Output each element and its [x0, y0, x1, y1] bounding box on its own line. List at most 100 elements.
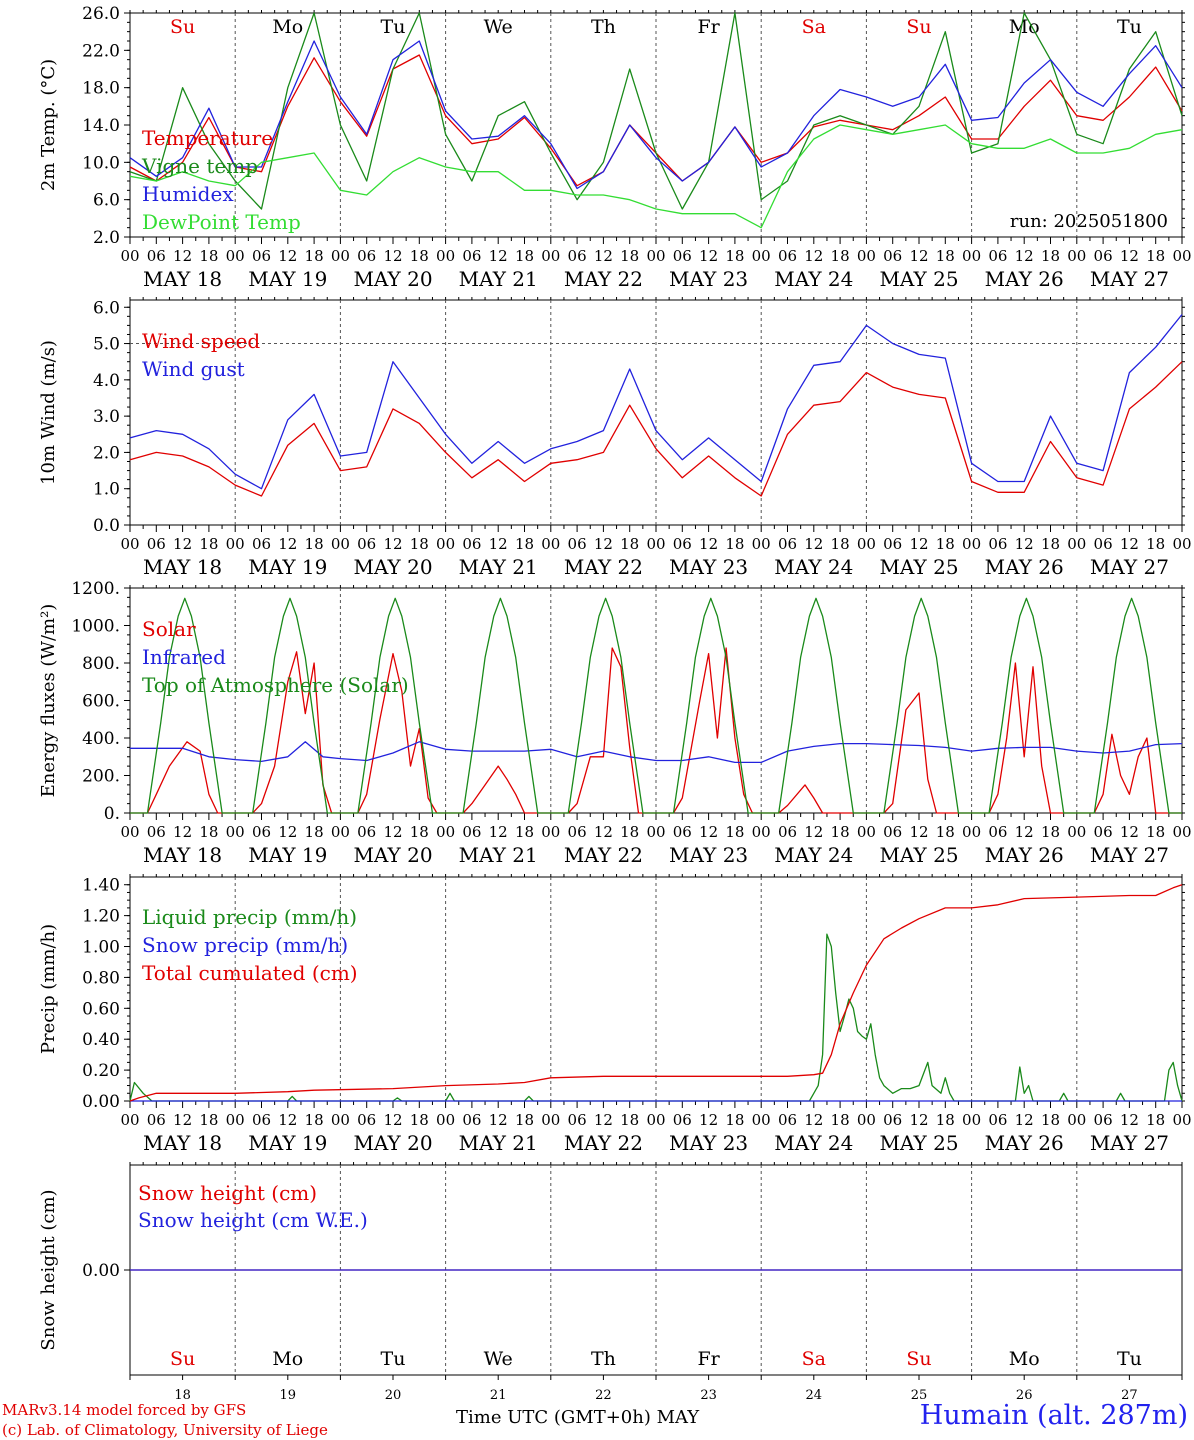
day-date-label: MAY 20: [353, 1131, 432, 1155]
hour-tick-label: 00: [226, 1111, 245, 1129]
hour-tick-label: 12: [173, 535, 192, 553]
hour-tick-label: 18: [199, 823, 218, 841]
y-tick-label: 5.0: [93, 335, 120, 355]
hour-tick-label: 00: [752, 823, 771, 841]
day-date-label: MAY 19: [248, 843, 327, 867]
day-abbr-label: Tu: [381, 16, 406, 38]
hour-tick-label: 00: [857, 247, 876, 265]
hour-tick-label: 18: [410, 823, 429, 841]
y-tick-label: 1200.: [71, 579, 120, 599]
panel-wind: 0.0 1.0 2.0 3.0 4.0 5.0 6.0 10m Wind (m/s) 00 06 1…: [38, 297, 1192, 579]
hour-tick-label: 12: [804, 1111, 823, 1129]
hour-tick-label: 00: [1172, 535, 1191, 553]
hour-tick-label: 12: [909, 823, 928, 841]
y-tick-label: 22.0: [82, 41, 120, 61]
day-date-label: MAY 22: [564, 1131, 643, 1155]
day-date-label: MAY 19: [248, 555, 327, 579]
hour-tick-label: 12: [594, 247, 613, 265]
day-abbr-label: Mo: [272, 16, 303, 38]
hour-tick-label: 00: [120, 535, 139, 553]
day-date-label: MAY 19: [248, 1131, 327, 1155]
day-date-label: MAY 21: [459, 1131, 538, 1155]
day-date-label: MAY 24: [774, 555, 853, 579]
hour-tick-label: 06: [568, 823, 587, 841]
hour-tick-label: 18: [831, 823, 850, 841]
hour-tick-label: 12: [1120, 823, 1139, 841]
hour-tick-label: 18: [1146, 247, 1165, 265]
day-abbr-label: Mo: [1009, 1348, 1040, 1370]
y-axis-label: 10m Wind (m/s): [38, 340, 59, 485]
hour-tick-label: 00: [331, 535, 350, 553]
legend-entry: Wind speed: [142, 329, 260, 353]
day-date-label: MAY 26: [985, 843, 1064, 867]
hour-tick-label: 18: [1146, 823, 1165, 841]
hour-tick-label: 12: [594, 823, 613, 841]
day-date-label: MAY 25: [879, 843, 958, 867]
plot-frame: [129, 12, 1183, 238]
day-date-label: MAY 26: [985, 1131, 1064, 1155]
y-tick-label: 10.0: [82, 153, 120, 173]
hour-tick-label: 06: [1094, 247, 1113, 265]
hour-tick-label: 12: [699, 1111, 718, 1129]
y-axis-label: Precip (mm/h): [38, 924, 59, 1054]
hour-tick-label: 12: [278, 247, 297, 265]
hour-tick-label: 00: [436, 823, 455, 841]
day-date-label: MAY 27: [1090, 1131, 1169, 1155]
day-abbr-label: Su: [170, 1348, 195, 1370]
hour-tick-label: 18: [1146, 1111, 1165, 1129]
hour-tick-label: 06: [988, 247, 1007, 265]
hour-tick-label: 00: [331, 247, 350, 265]
day-abbr-label: Tu: [1117, 1348, 1142, 1370]
y-tick-label: 2.0: [93, 443, 120, 463]
hour-tick-label: 06: [147, 1111, 166, 1129]
hour-tick-label: 18: [515, 535, 534, 553]
day-date-label: MAY 21: [459, 843, 538, 867]
hour-tick-label: 12: [1015, 823, 1034, 841]
hour-tick-label: 12: [699, 823, 718, 841]
hour-tick-label: 18: [199, 535, 218, 553]
hour-tick-label: 00: [120, 823, 139, 841]
hour-tick-label: 18: [515, 247, 534, 265]
hour-tick-label: 12: [383, 535, 402, 553]
day-date-label: MAY 26: [985, 267, 1064, 291]
hour-tick-label: 06: [252, 1111, 271, 1129]
hour-tick-label: 06: [883, 535, 902, 553]
y-axis-label: Snow height (cm): [38, 1189, 59, 1350]
hour-tick-label: 12: [489, 823, 508, 841]
y-tick-label: 6.0: [93, 191, 120, 211]
hour-tick-label: 06: [462, 247, 481, 265]
hour-tick-label: 00: [331, 1111, 350, 1129]
hour-tick-label: 12: [278, 1111, 297, 1129]
day-date-label: MAY 23: [669, 843, 748, 867]
hour-tick-label: 18: [725, 535, 744, 553]
y-tick-label: 800.: [82, 654, 120, 674]
lab-credit: (c) Lab. of Climatology, University of L…: [2, 1421, 328, 1439]
hour-tick-label: 18: [1146, 535, 1165, 553]
day-number-label: 22: [595, 1388, 612, 1403]
hour-tick-label: 06: [147, 535, 166, 553]
hour-tick-label: 18: [831, 1111, 850, 1129]
hour-tick-label: 06: [147, 247, 166, 265]
panel-snow: 0.00 Snow height (cm) Snow height (cm) Snow…: [38, 1162, 1183, 1403]
hour-tick-label: 06: [357, 247, 376, 265]
y-axis-label: Energy fluxes (W/m²): [38, 604, 59, 798]
hour-tick-label: 06: [462, 823, 481, 841]
day-abbr-label: Sa: [802, 1348, 826, 1370]
y-tick-label: 0.40: [82, 1030, 120, 1050]
legend-entry: Top of Atmosphere (Solar): [142, 673, 409, 697]
hour-tick-label: 06: [568, 1111, 587, 1129]
month-label: MAY: [656, 1407, 700, 1428]
day-date-label: MAY 23: [669, 555, 748, 579]
y-tick-label: 600.: [82, 692, 120, 712]
hour-tick-label: 12: [1120, 535, 1139, 553]
hour-tick-label: 12: [173, 247, 192, 265]
hour-tick-label: 12: [173, 1111, 192, 1129]
y-tick-label: 2.0: [93, 228, 120, 248]
day-date-label: MAY 27: [1090, 267, 1169, 291]
hour-tick-label: 00: [646, 535, 665, 553]
hour-tick-label: 00: [857, 1111, 876, 1129]
legend-entry: Temperature: [142, 126, 273, 150]
series-line: [130, 741, 1183, 764]
y-axis-label: 2m Temp. (°C): [38, 59, 59, 191]
